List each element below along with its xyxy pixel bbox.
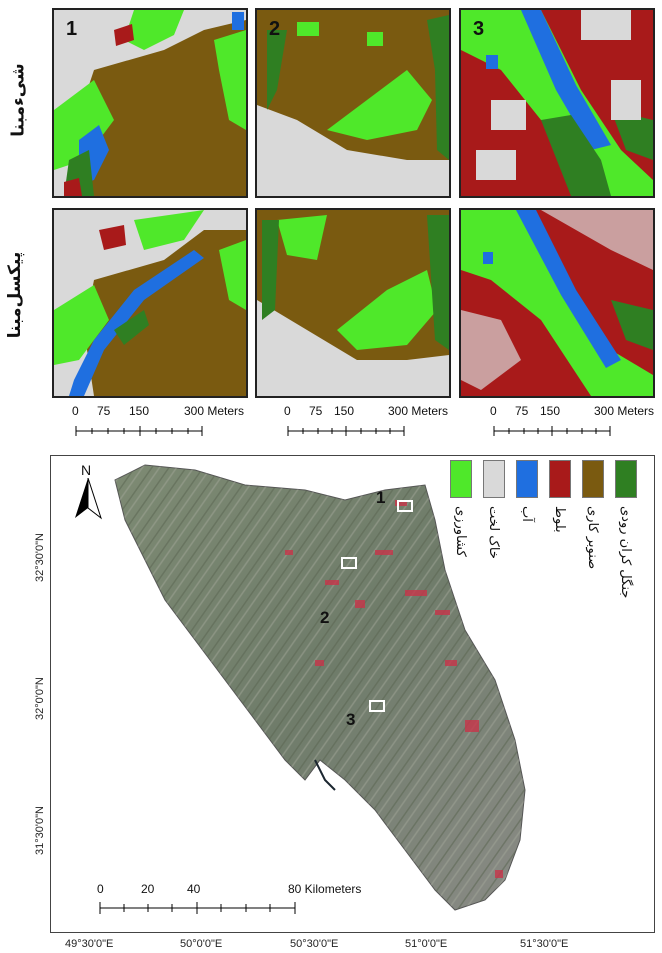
lon-label: 50°0'0"E <box>180 938 223 950</box>
legend-label-oak: بلوط <box>552 506 567 533</box>
map-panel-object-2: 2 <box>255 8 451 198</box>
north-label: N <box>81 462 92 478</box>
legend-swatch-poplar <box>582 460 604 498</box>
lon-label: 51°0'0"E <box>405 938 448 950</box>
map-panel-object-3: 3 <box>459 8 655 198</box>
row-label-pixel-based: پیکسل‌مبنا <box>5 251 26 339</box>
scale-tick: 150 <box>334 404 355 418</box>
panel-number: 3 <box>473 18 485 40</box>
legend-swatch-water <box>516 460 538 498</box>
map-panel-pixel-2 <box>255 208 451 398</box>
scale-tick: 300 Meters <box>184 404 245 418</box>
legend-swatch-riparian-forest <box>615 460 637 498</box>
scale-tick: 75 <box>97 404 111 418</box>
study-area-satellite-image <box>114 464 526 911</box>
scale-tick: 75 <box>515 404 529 418</box>
big-scale-tick: 0 <box>97 882 104 896</box>
legend-label-riparian-forest: جنگل کران رودی <box>618 506 633 599</box>
legend-swatch-bare-soil <box>483 460 505 498</box>
scale-tick: 150 <box>540 404 561 418</box>
site-box-2 <box>341 557 357 569</box>
site-box-1 <box>397 500 413 512</box>
big-scale-bar: 0 20 40 80 Kilometers <box>95 882 385 918</box>
legend-label-bare-soil: خاک لخت <box>486 506 501 559</box>
legend-swatch-oak <box>549 460 571 498</box>
north-arrow: N <box>75 462 105 522</box>
site-label-2: 2 <box>320 608 330 627</box>
lon-label: 51°30'0"E <box>520 938 569 950</box>
panel-number: 2 <box>269 18 281 40</box>
big-scale-tick: 20 <box>141 882 155 896</box>
site-label-3: 3 <box>346 710 356 729</box>
scale-bar-panel-3: 0 75 150 300 Meters <box>490 404 660 440</box>
north-arrow-icon <box>75 478 102 520</box>
scale-tick: 150 <box>129 404 150 418</box>
lat-label: 31°30'0"N <box>34 806 46 855</box>
scale-tick: 300 Meters <box>388 404 449 418</box>
map-panel-pixel-3 <box>459 208 655 398</box>
lon-label: 50°30'0"E <box>290 938 339 950</box>
scale-tick: 0 <box>284 404 291 418</box>
scale-bar-panel-2: 0 75 150 300 Meters <box>284 404 474 440</box>
big-scale-tick: 80 Kilometers <box>288 882 362 896</box>
legend-label-poplar: صنوبر کاری <box>585 506 600 570</box>
scale-tick: 0 <box>490 404 497 418</box>
scale-tick: 0 <box>72 404 79 418</box>
scale-bar-panel-1: 0 75 150 300 Meters <box>72 404 262 440</box>
lon-label: 49°30'0"E <box>65 938 114 950</box>
site-box-3 <box>369 700 385 712</box>
lat-label: 32°0'0"N <box>34 677 46 720</box>
legend: کشاورزی خاک لخت آب بلوط صنوبر کاری جنگل … <box>450 460 650 640</box>
scale-tick: 300 Meters <box>594 404 655 418</box>
legend-label-water: آب <box>519 506 534 522</box>
legend-swatch-agriculture <box>450 460 472 498</box>
big-scale-tick: 40 <box>187 882 201 896</box>
lat-label: 32°30'0"N <box>34 533 46 582</box>
map-panel-object-1: 1 <box>52 8 248 198</box>
legend-label-agriculture: کشاورزی <box>453 506 468 557</box>
site-label-1: 1 <box>376 488 386 507</box>
scale-tick: 75 <box>309 404 323 418</box>
panel-number: 1 <box>66 18 78 40</box>
row-label-object-based: شیءمبنا <box>8 63 29 137</box>
map-panel-pixel-1 <box>52 208 248 398</box>
